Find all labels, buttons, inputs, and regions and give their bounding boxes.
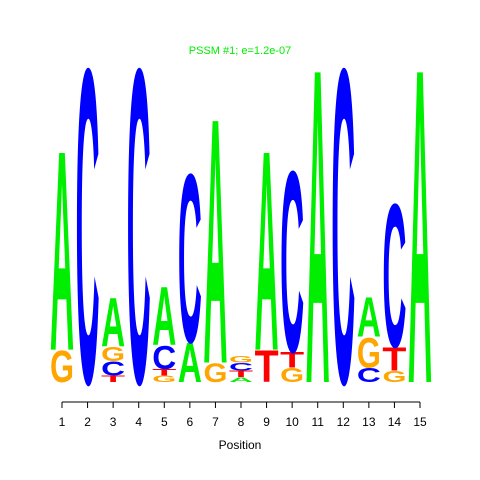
logo-letter: A [152, 271, 176, 363]
logo-letter: A [203, 44, 227, 437]
x-tick-label: 15 [413, 415, 427, 429]
x-tick-label: 13 [362, 415, 376, 429]
logo-letter: G [50, 342, 74, 392]
logo-letter: A [229, 376, 253, 384]
x-tick-label: 8 [238, 415, 245, 429]
x-tick-label: 6 [187, 415, 194, 429]
logo-letter: C [178, 124, 202, 393]
logo-letter: T [255, 342, 279, 392]
logo-letter: T [152, 368, 177, 378]
logo-letter: C [101, 357, 125, 380]
x-tick-label: 5 [161, 415, 168, 429]
logo-letter: G [382, 368, 406, 385]
x-tick-label: 11 [311, 415, 324, 429]
chart-title: PSSM #1; e=1.2e-07 [189, 45, 291, 57]
logo-letter: T [229, 369, 254, 379]
logo-letter: G [101, 342, 125, 365]
x-axis-label: Position [219, 438, 262, 452]
logo-letter: C [76, 0, 100, 478]
x-tick-label: 9 [263, 415, 270, 429]
logo-letter: A [178, 331, 202, 394]
logo-letter: A [255, 93, 279, 412]
logo-letter: C [127, 0, 151, 478]
logo-letter: G [203, 359, 227, 389]
logo-letter: G [152, 374, 176, 384]
logo-letter: C [357, 364, 381, 387]
logo-letter: C [382, 162, 406, 391]
logo-letter: T [382, 340, 406, 378]
logo-letter: C [152, 340, 176, 377]
x-tick-label: 14 [388, 415, 402, 429]
x-tick-label: 3 [110, 415, 117, 429]
x-tick-label: 4 [135, 415, 142, 429]
x-tick-label: 2 [84, 415, 91, 429]
logo-letter: T [280, 347, 305, 372]
logo-letter: G [280, 363, 304, 386]
logo-letter: A [306, 0, 330, 478]
logo-letter: C [280, 118, 304, 407]
logo-letter: A [408, 0, 432, 478]
x-tick-label: 7 [212, 415, 219, 429]
logo-letter: A [101, 284, 125, 362]
logo-letter: A [357, 286, 381, 349]
logo-letter: T [101, 374, 126, 384]
logo-letter: G [229, 354, 253, 364]
logo-letter: C [331, 0, 355, 478]
x-tick-label: 10 [285, 415, 299, 429]
logo-letter: A [50, 93, 74, 412]
x-tick-label: 12 [337, 415, 351, 429]
logo-letter: G [357, 328, 381, 376]
logo-letter: C [229, 361, 253, 373]
x-tick-label: 1 [59, 415, 66, 429]
